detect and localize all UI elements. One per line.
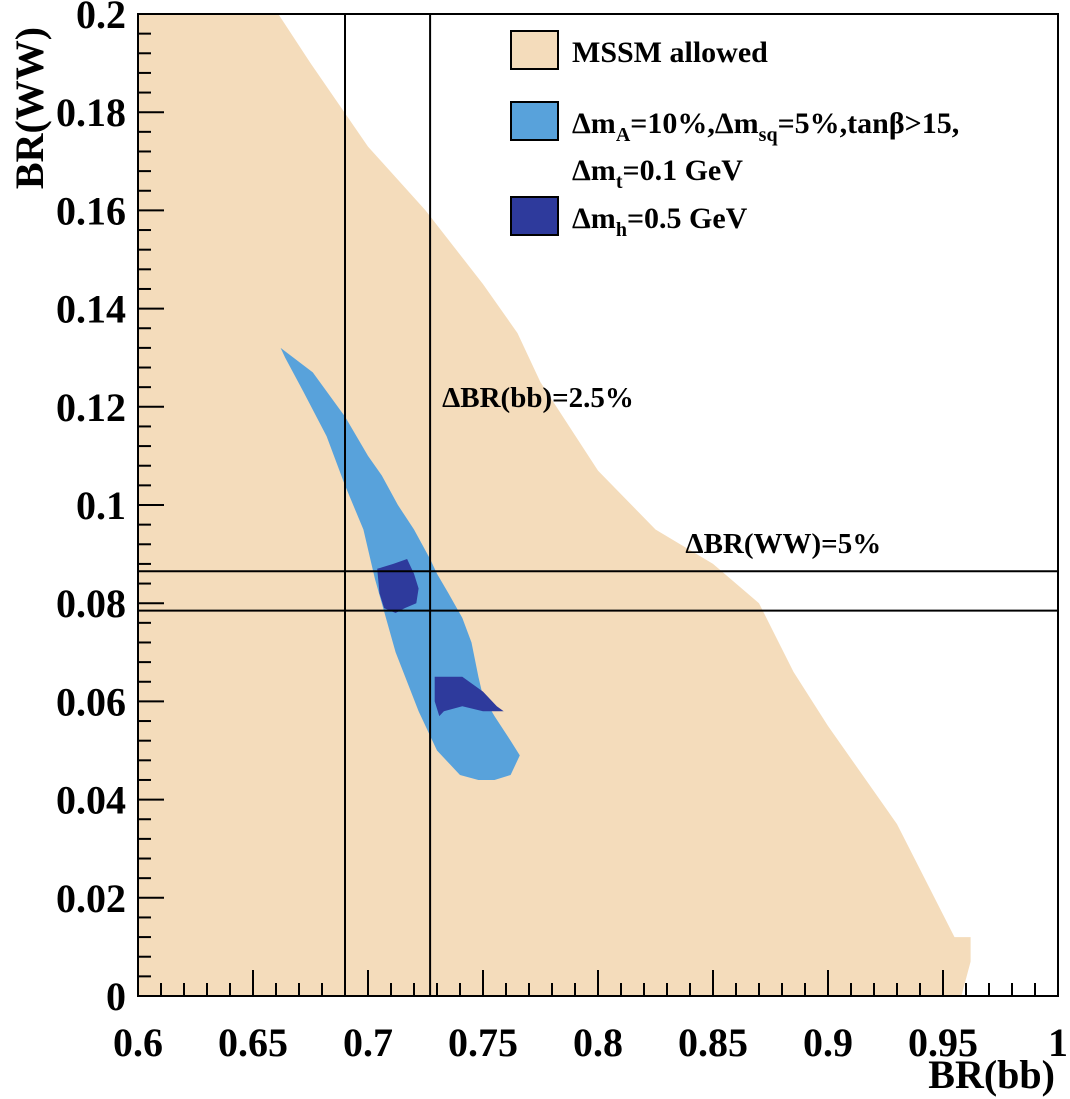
legend: MSSM allowed ΔmA=10%,Δmsq=5%,tanβ>15, Δmt=… xyxy=(510,30,959,241)
legend-swatch xyxy=(510,196,559,236)
x-tick-label: 0.85 xyxy=(678,1020,748,1065)
y-tick-label: 0.14 xyxy=(56,287,126,332)
y-tick-label: 0.04 xyxy=(56,778,126,823)
x-tick-label: 0.7 xyxy=(343,1020,393,1065)
legend-swatch xyxy=(510,101,559,141)
x-tick-label: 0.9 xyxy=(803,1020,853,1065)
x-tick-label: 0.65 xyxy=(218,1020,288,1065)
legend-swatch xyxy=(510,30,559,70)
region-m-h-0-5-gev-lower xyxy=(434,676,504,717)
x-tick-label: 1 xyxy=(1048,1020,1068,1065)
annotation-label: ΔBR(WW)=5% xyxy=(685,528,881,560)
regions-layer xyxy=(138,14,971,996)
tick-labels-layer: 0.6 0.65 0.7 0.75 0.8 0.85 0.9 0.95 1 0 0.02 0.04 0.… xyxy=(56,0,1068,1065)
y-axis-title: BR(WW) xyxy=(7,27,52,189)
annotation-label: ΔBR(bb)=2.5% xyxy=(442,382,634,414)
region-m-h-0-5-gev-upper xyxy=(377,559,419,613)
ticks-layer xyxy=(137,13,1059,997)
legend-label: MSSM allowed xyxy=(572,36,768,69)
y-tick-label: 0.16 xyxy=(56,188,126,233)
x-tick-label: 0.8 xyxy=(573,1020,623,1065)
y-tick-label: 0.08 xyxy=(56,581,126,626)
y-tick-label: 0.2 xyxy=(76,0,126,37)
y-tick-label: 0.1 xyxy=(76,483,126,528)
legend-label: ΔmA=10%,Δmsq=5%,tanβ>15, xyxy=(572,107,959,146)
x-axis-title: BR(bb) xyxy=(928,1052,1055,1097)
x-tick-label: 0.95 xyxy=(908,1020,978,1065)
reference-lines-layer xyxy=(138,14,1058,996)
legend-label: Δmt=0.1 GeV xyxy=(572,154,743,193)
y-tick-label: 0.18 xyxy=(56,90,126,135)
y-tick-label: 0.12 xyxy=(56,385,126,430)
legend-label: Δmh=0.5 GeV xyxy=(572,202,748,241)
y-tick-label: 0 xyxy=(106,974,126,1019)
x-tick-label: 0.75 xyxy=(448,1020,518,1065)
annotations-layer: ΔBR(bb)=2.5% ΔBR(WW)=5% xyxy=(442,382,881,560)
y-tick-label: 0.06 xyxy=(56,679,126,724)
x-tick-label: 0.6 xyxy=(113,1020,163,1065)
y-tick-label: 0.02 xyxy=(56,876,126,921)
region-mssm-allowed xyxy=(138,14,971,996)
